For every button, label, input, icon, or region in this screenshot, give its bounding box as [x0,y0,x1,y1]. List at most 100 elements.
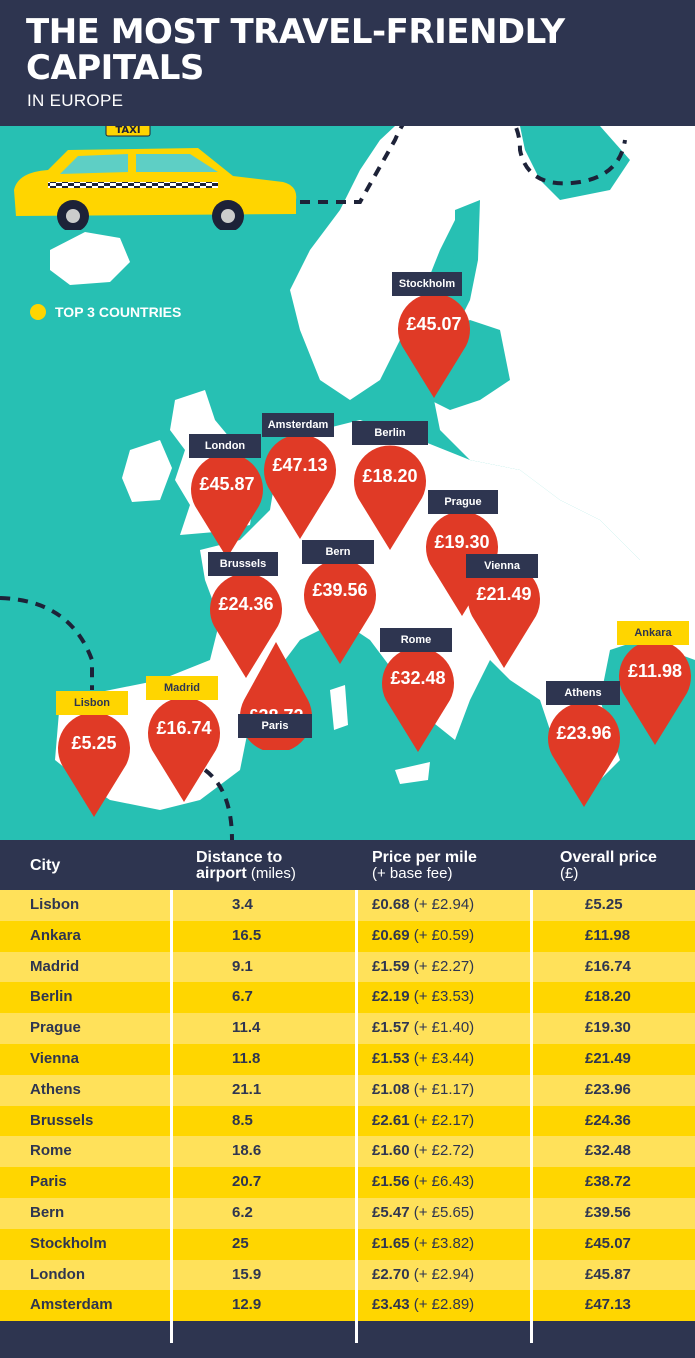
cell-city: Madrid [30,957,80,975]
cell-overall-price: £45.07 [585,1234,631,1252]
table-row: Brussels 8.5 £2.61 (+ £2.17) £24.36 [0,1105,695,1137]
table-row: Bern 6.2 £5.47 (+ £5.65) £39.56 [0,1198,695,1229]
pin-athens: £23.96 [546,701,622,809]
city-label-bern: Bern [302,540,374,564]
pin-price: £32.48 [390,668,446,688]
cell-price-per-mile: £1.65 (+ £3.82) [372,1229,474,1260]
table-row: Lisbon 3.4 £0.68 (+ £2.94) £5.25 [0,890,695,921]
cell-ppm-value: £1.56 [372,1173,410,1191]
pin-ankara: £11.98 [617,639,693,747]
pin-brussels: £24.36 [208,572,284,680]
cell-ppm-value: £1.60 [372,1142,410,1160]
cell-ppm-value: £1.53 [372,1050,410,1067]
pin-price: £39.56 [312,580,368,600]
table-row: Paris 20.7 £1.56 (+ £6.43) £38.72 [0,1167,695,1198]
cell-price-per-mile: £2.19 (+ £3.53) [372,982,474,1013]
cell-distance: 15.9 [232,1265,262,1283]
cell-overall-price: £38.72 [585,1173,631,1191]
pin-icon [382,647,454,752]
cell-base-fee: (+ £3.82) [409,1234,475,1252]
cell-city: Vienna [30,1050,79,1067]
cell-city: Amsterdam [30,1296,113,1314]
cell-base-fee: (+ £2.94) [409,896,475,913]
cell-city: Lisbon [30,896,80,913]
land-continent [55,420,695,810]
cell-overall-price: £47.13 [585,1296,631,1314]
pin-price: £23.96 [556,723,612,743]
cell-base-fee: (+ £5.65) [409,1204,475,1221]
header-price-per-mile: Price per mile (+ base fee) [372,849,477,882]
cell-ppm-value: £2.19 [372,988,410,1006]
cell-overall-price: £32.48 [585,1142,631,1160]
cell-base-fee: (+ £2.72) [409,1142,475,1160]
cell-distance: 21.1 [232,1080,262,1098]
cell-price-per-mile: £1.57 (+ £1.40) [372,1013,474,1044]
cell-price-per-mile: £1.56 (+ £6.43) [372,1167,474,1198]
land-sicily [395,762,430,784]
cell-city: Rome [30,1142,72,1160]
cell-overall-price: £5.25 [585,896,623,913]
pin-price: £19.30 [434,532,490,552]
pin-amsterdam: £47.13 [262,433,338,541]
taxi-icon: TAXI [14,126,297,230]
column-divider [355,890,358,1352]
pin-price: £5.25 [71,733,117,753]
page-subtitle: IN EUROPE [27,91,124,110]
cell-price-per-mile: £3.43 (+ £2.89) [372,1290,474,1321]
cell-distance: 6.2 [232,1204,253,1221]
pin-vienna: £21.49 [466,562,542,670]
pin-icon [619,640,691,745]
city-label-lisbon: Lisbon [56,691,128,715]
pin-bern: £39.56 [302,558,378,666]
pin-icon [191,453,263,558]
cell-city: Brussels [30,1111,94,1129]
page-title: THE MOST TRAVEL-FRIENDLY CAPITALS [26,14,586,86]
cell-base-fee: (+ £3.53) [409,988,475,1006]
pin-lisbon: £5.25 [56,711,132,819]
route-north [300,126,627,204]
cell-city: Stockholm [30,1234,107,1252]
pin-price: £11.98 [627,661,683,681]
cell-overall-price: £45.87 [585,1265,631,1283]
city-label-stockholm: Stockholm [392,272,462,296]
cell-overall-price: £11.98 [585,926,631,944]
city-label-athens: Athens [546,681,620,705]
cell-distance: 16.5 [232,926,262,944]
cell-ppm-value: £1.59 [372,957,410,975]
cell-distance: 8.5 [232,1111,253,1129]
city-label-vienna: Vienna [466,554,538,578]
cell-base-fee: (+ £2.27) [409,957,475,975]
table-row: Amsterdam 12.9 £3.43 (+ £2.89) £47.13 [0,1290,695,1322]
cell-overall-price: £23.96 [585,1080,631,1098]
pin-prague: £19.30 [424,510,500,618]
title-line-1: THE MOST TRAVEL-FRIENDLY [26,12,565,52]
pin-icon [468,563,540,668]
legend-label: TOP 3 COUNTRIES [55,304,182,320]
header-city: City [30,857,61,874]
cell-city: London [30,1265,85,1283]
pin-price: £45.87 [199,474,255,494]
cell-price-per-mile: £1.59 (+ £2.27) [372,952,474,983]
table-row: Athens 21.1 £1.08 (+ £1.17) £23.96 [0,1074,695,1106]
column-divider [530,890,533,1352]
cell-city: Prague [30,1019,81,1037]
cell-price-per-mile: £1.53 (+ £3.44) [372,1044,474,1075]
cell-base-fee: (+ £2.94) [409,1265,475,1283]
cell-base-fee: (+ £6.43) [409,1173,475,1191]
cell-price-per-mile: £0.69 (+ £0.59) [372,921,474,952]
header: THE MOST TRAVEL-FRIENDLY CAPITALS IN EUR… [0,0,695,126]
cell-distance: 18.6 [232,1142,262,1160]
pin-icon [548,702,620,807]
legend: TOP 3 COUNTRIES [30,304,181,320]
pin-icon [398,293,470,398]
cell-price-per-mile: £5.47 (+ £5.65) [372,1198,474,1229]
cell-base-fee: (+ £3.44) [409,1050,475,1067]
cell-overall-price: £21.49 [585,1050,631,1067]
land-russia-sea-notch [520,126,630,200]
pin-icon [58,712,130,817]
cell-city: Paris [30,1173,67,1191]
route-southwest [0,596,94,690]
pin-price: £16.74 [156,718,212,738]
pin-icon [304,559,376,664]
cell-city: Bern [30,1204,65,1221]
